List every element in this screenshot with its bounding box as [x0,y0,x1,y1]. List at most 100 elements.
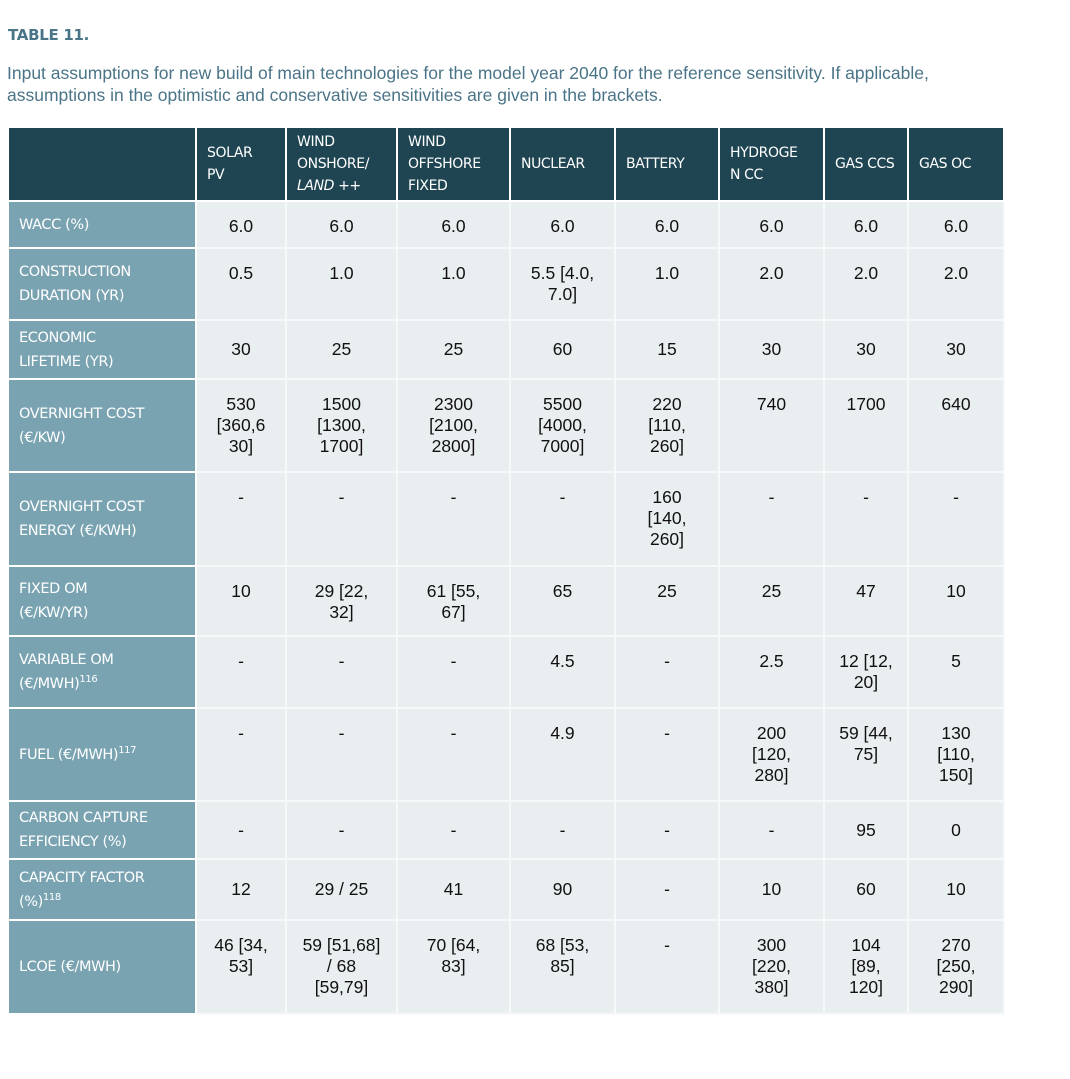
table-cell: - [823,471,909,567]
row-label-text: WACC (%) [19,216,89,233]
table-row: WACC (%) 6.0 6.0 6.0 6.0 6.0 6.0 6.0 6.0 [7,200,1005,249]
column-header-text: NUCLEAR [521,156,585,172]
table-cell: 740 [718,378,825,473]
table-cell: - [718,800,825,860]
table-cell: - [285,707,398,802]
table-cell: 5.5 [4.0, 7.0] [509,247,616,321]
table-row: FUEL (€/MWH)117- - -4.9-200 [120, 280] 59 [… [7,707,1005,802]
table-cell: 60 [823,858,909,921]
row-label: CARBON CAPTURE EFFICIENCY (%) [7,800,197,860]
row-label: OVERNIGHT COST ENERGY (€/KWH) [7,471,197,567]
table-cell: 10 [907,858,1005,921]
row-label-text: OVERNIGHT COST ENERGY (€/KWH) [19,499,145,539]
table-cell: 95 [823,800,909,860]
table-cell: 30 [823,319,909,380]
row-label-text: FIXED OM (€/KW/YR) [19,581,88,621]
table-caption: Input assumptions for new build of main … [7,63,929,105]
table-cell: - [509,471,616,567]
row-label-text: VARIABLE OM (€/MWH) [19,652,114,692]
table-cell: 6.0 [823,200,909,249]
table-cell: - [396,471,511,567]
column-header-text: SOLAR PV [207,145,253,183]
table-cell: - [195,471,287,567]
row-label: FUEL (€/MWH)117 [7,707,197,802]
column-header: GAS CCS [823,126,909,202]
column-header-text: BATTERY [626,156,685,172]
table-cell: 530 [360,6 30] [195,378,287,473]
table-cell: 2.0 [907,247,1005,321]
footnote-ref: 116 [79,674,98,686]
assumptions-table: SOLAR PV WIND ONSHORE/ LAND ++ WIND OFFSHO… [7,126,1005,1015]
table-cell: 46 [34, 53] [195,919,287,1015]
column-header-italic: LAND ++ [297,178,361,194]
table-cell: 5 [907,635,1005,709]
table-cell: 6.0 [614,200,720,249]
table-cell: 12 [195,858,287,921]
table-cell: 10 [907,565,1005,637]
table-cell: - [614,707,720,802]
table-cell: - [285,471,398,567]
table-cell: 160 [140, 260] [614,471,720,567]
table-cell: 25 [718,565,825,637]
table-cell: 2.0 [718,247,825,321]
table-cell: 47 [823,565,909,637]
row-label-text: CONSTRUCTION DURATION (YR) [19,264,131,304]
table-row: CARBON CAPTURE EFFICIENCY (%) - - - - - -95 0 [7,800,1005,860]
row-label-text: FUEL (€/MWH) [19,746,119,763]
table-cell: 25 [614,565,720,637]
header-empty [7,126,197,202]
table-cell: - [195,707,287,802]
table-cell: 25 [285,319,398,380]
table-cell: - [285,800,398,860]
table-cell: 5500 [4000, 7000] [509,378,616,473]
table-cell: 104 [89, 120] [823,919,909,1015]
table-cell: 30 [718,319,825,380]
row-label: FIXED OM (€/KW/YR) [7,565,197,637]
table-row: OVERNIGHT COST (€/KW) 530 [360,6 30] 1500 … [7,378,1005,473]
table-cell: 41 [396,858,511,921]
row-label-text: CAPACITY FACTOR (%) [19,869,145,910]
table-cell: 25 [396,319,511,380]
table-cell: 59 [44, 75] [823,707,909,802]
table-cell: - [396,800,511,860]
table-cell: 640 [907,378,1005,473]
table-cell: 2.5 [718,635,825,709]
table-cell: 59 [51,68] / 68 [59,79] [285,919,398,1015]
table-cell: 29 / 25 [285,858,398,921]
table-cell: 6.0 [907,200,1005,249]
table-cell: 6.0 [509,200,616,249]
column-header-text: GAS OC [919,156,972,172]
table-cell: - [396,635,511,709]
table-cell: - [396,707,511,802]
table-cell: 300 [220, 380] [718,919,825,1015]
column-header: GAS OC [907,126,1005,202]
row-label-text: CARBON CAPTURE EFFICIENCY (%) [19,810,148,850]
table-row: FIXED OM (€/KW/YR) 10 29 [22, 32] 61 [55, 6… [7,565,1005,637]
column-header-text: WIND OFFSHORE FIXED [408,134,481,194]
footnote-ref: 118 [42,891,61,903]
table-cell: 6.0 [396,200,511,249]
column-header: HYDROGE N CC [718,126,825,202]
table-cell: 4.9 [509,707,616,802]
table-cell: - [614,858,720,921]
table-cell: 70 [64, 83] [396,919,511,1015]
table-cell: - [195,800,287,860]
table-cell: 60 [509,319,616,380]
table-cell: - [614,919,720,1015]
table-cell: - [285,635,398,709]
column-header-text: HYDROGE N CC [730,145,798,183]
column-header-text: WIND ONSHORE/ [297,134,370,172]
table-cell: 2.0 [823,247,909,321]
table-cell: - [614,635,720,709]
row-label-text: OVERNIGHT COST (€/KW) [19,405,145,446]
header-row: SOLAR PV WIND ONSHORE/ LAND ++ WIND OFFSHO… [7,126,1005,202]
table-cell: 220 [110, 260] [614,378,720,473]
table-row: ECONOMIC LIFETIME (YR) 30 25 25 60 15 30 30 30 [7,319,1005,380]
table-row: OVERNIGHT COST ENERGY (€/KWH) - - - -160 [14… [7,471,1005,567]
row-label: CONSTRUCTION DURATION (YR) [7,247,197,321]
table-row: LCOE (€/MWH) 46 [34, 53] 59 [51,68] / 68 [… [7,919,1005,1015]
row-label: WACC (%) [7,200,197,249]
column-header: NUCLEAR [509,126,616,202]
table-cell: 15 [614,319,720,380]
table-cell: 12 [12, 20] [823,635,909,709]
